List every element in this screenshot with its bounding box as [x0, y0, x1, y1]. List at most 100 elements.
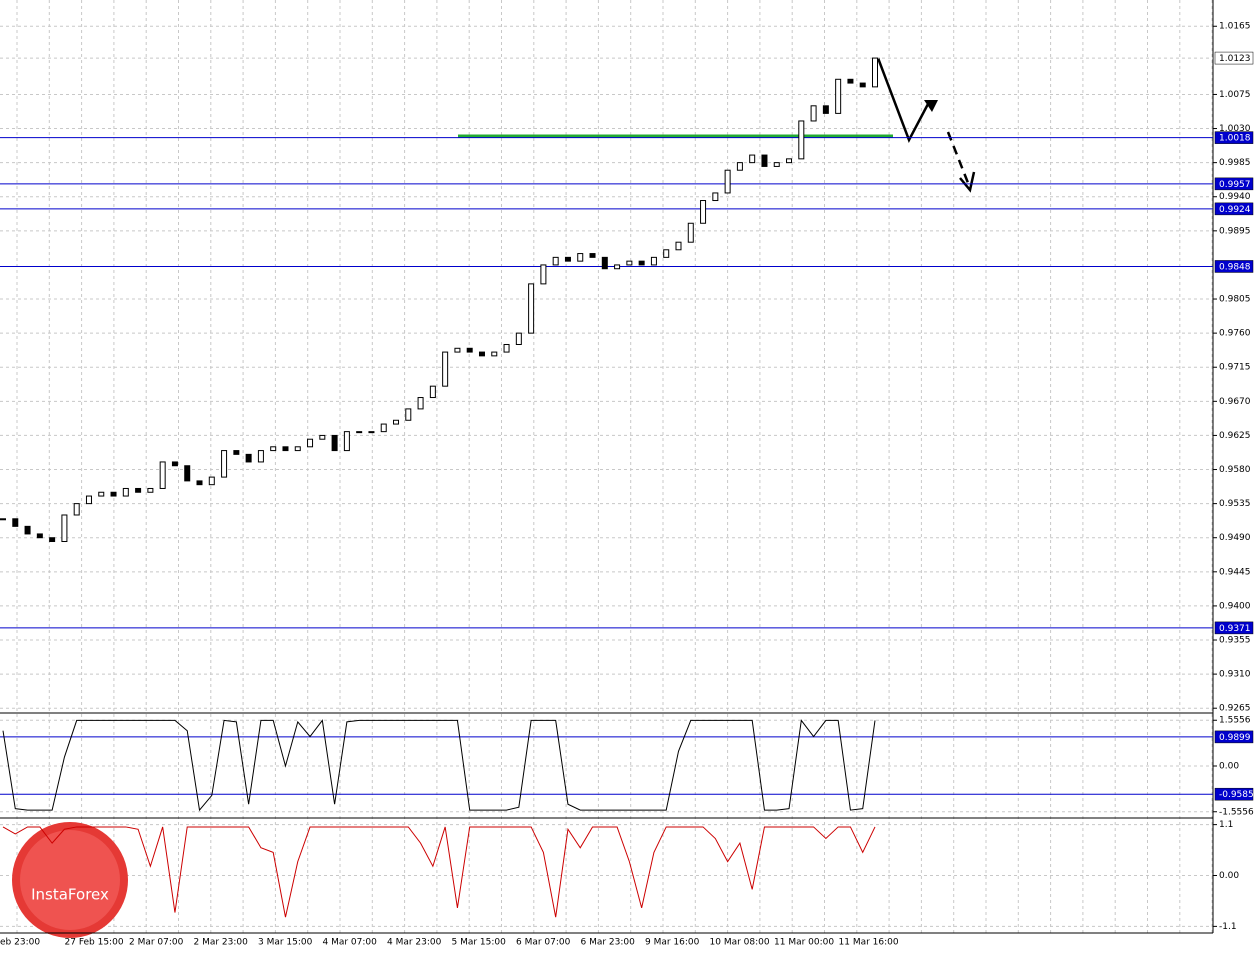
candle: [73, 503, 80, 516]
candle: [171, 461, 178, 467]
candle: [773, 162, 780, 167]
candle: [208, 476, 215, 486]
y-tick-label: 0.9625: [1219, 431, 1251, 441]
candle: [675, 241, 682, 251]
logo-badge-inner: [20, 830, 120, 930]
candle: [466, 347, 473, 353]
candle: [503, 343, 510, 353]
candle: [98, 491, 105, 497]
candle: [761, 154, 768, 167]
candle: [233, 450, 240, 455]
x-tick-label: 11 Mar 00:00: [774, 938, 834, 948]
price-label-box: [1214, 621, 1254, 635]
y-tick-label: 0.9805: [1219, 295, 1251, 305]
x-tick-label: 2 Mar 23:00: [194, 938, 249, 948]
candle: [0, 518, 6, 521]
candle: [663, 249, 670, 258]
grid: [0, 0, 1213, 933]
y-tick-label: 0.9895: [1219, 226, 1251, 236]
candle: [85, 495, 92, 505]
candle: [454, 347, 461, 353]
y-tick-label: 0.9985: [1219, 158, 1251, 168]
candle: [36, 533, 43, 539]
x-tick-label: 3 Mar 15:00: [258, 938, 313, 948]
candle: [478, 351, 485, 357]
y-tick-label: 0.9760: [1219, 329, 1251, 339]
candle: [564, 256, 571, 262]
y-tick-label: 1.0165: [1219, 22, 1251, 32]
y-tick-label: 0.00: [1219, 762, 1239, 772]
price-label: 0.9957: [1219, 180, 1251, 190]
indicator-line: [2, 826, 876, 918]
y-tick-label: 0.9715: [1219, 363, 1251, 373]
y-tick-label: 0.9310: [1219, 670, 1251, 680]
candle: [331, 434, 338, 452]
candle: [601, 256, 608, 270]
y-tick-label: 0.9580: [1219, 465, 1251, 475]
x-tick-label: 10 Mar 08:00: [710, 938, 770, 948]
price-label-box: [1214, 787, 1254, 801]
candle: [798, 120, 805, 160]
candle: [245, 453, 252, 463]
candle: [872, 57, 878, 88]
y-tick-label: 1.0030: [1219, 124, 1251, 134]
candle: [429, 385, 436, 399]
candle: [61, 514, 68, 543]
candle: [417, 397, 424, 410]
candle: [159, 461, 166, 489]
price-label-box: [1214, 177, 1254, 191]
candle: [196, 480, 203, 486]
y-tick-label: 0.00: [1219, 871, 1239, 881]
candle: [368, 431, 375, 434]
candle: [614, 264, 621, 270]
y-tick-label: 1.1: [1219, 820, 1233, 830]
candle: [122, 487, 129, 497]
y-tick-label: 0.9355: [1219, 636, 1251, 646]
x-tick-label: 6 Mar 23:00: [581, 938, 636, 948]
candle: [491, 351, 498, 357]
x-tick-label: 2 Mar 07:00: [129, 938, 184, 948]
price-label-box: [1214, 260, 1254, 273]
x-tick-label: eb 23:00: [0, 938, 40, 948]
candle: [552, 256, 559, 266]
candle: [822, 105, 829, 114]
candle: [282, 446, 289, 452]
forecast-arrow-dashed: [946, 131, 972, 189]
candle: [626, 260, 633, 266]
arrow-head: [959, 171, 976, 193]
candle: [700, 200, 707, 224]
candle: [319, 434, 326, 440]
y-tick-label: 0.9670: [1219, 397, 1251, 407]
candle: [24, 525, 31, 535]
candle: [749, 154, 756, 164]
x-tick-label: 4 Mar 07:00: [323, 938, 378, 948]
candle: [405, 408, 412, 421]
y-tick-label: 1.5556: [1219, 716, 1251, 726]
y-tick-label: 0.9265: [1219, 704, 1251, 714]
x-tick-label: 27 Feb 15:00: [65, 938, 124, 948]
candle: [380, 423, 387, 433]
candle: [724, 169, 731, 194]
candle: [307, 438, 314, 448]
price-label: -0.9585: [1219, 790, 1254, 800]
price-label-box: [1214, 131, 1254, 144]
y-tick-label: 0.9535: [1219, 499, 1251, 509]
logo-text: InstaForex: [31, 886, 109, 904]
candle: [356, 431, 363, 434]
candle: [147, 487, 154, 493]
candle: [49, 537, 56, 543]
candle: [687, 222, 694, 243]
x-tick-label: 11 Mar 16:00: [839, 938, 899, 948]
x-tick-label: 5 Mar 15:00: [452, 938, 507, 948]
y-tick-label: 0.9490: [1219, 533, 1251, 543]
price-label: 0.9924: [1219, 205, 1251, 215]
candle: [835, 78, 842, 114]
y-tick-label: 0.9445: [1219, 567, 1251, 577]
x-tick-label: 4 Mar 23:00: [387, 938, 442, 948]
y-tick-label: 1.0075: [1219, 90, 1251, 100]
candle: [650, 256, 657, 266]
price-label: 0.9899: [1219, 733, 1251, 743]
x-tick-label: 6 Mar 07:00: [516, 938, 571, 948]
candle: [736, 162, 743, 171]
